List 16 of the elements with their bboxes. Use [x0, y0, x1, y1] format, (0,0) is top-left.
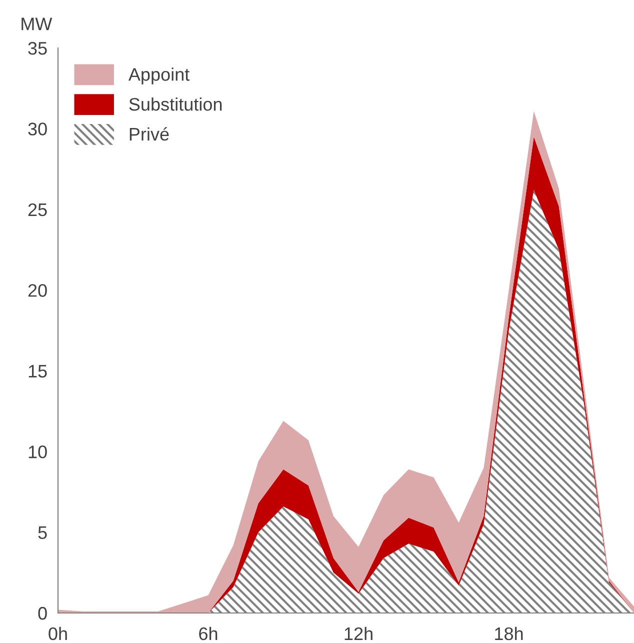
y-tick-label: 35 — [28, 42, 47, 55]
legend-label: Substitution — [129, 97, 222, 111]
y-tick-label: 25 — [28, 203, 47, 216]
x-tick-label: 0h — [48, 626, 67, 640]
y-tick-label: 15 — [28, 364, 47, 378]
y-tick-label: 5 — [38, 526, 47, 540]
y-tick-label: 30 — [28, 122, 47, 136]
y-tick-label: 20 — [28, 284, 47, 297]
x-tick-label: 18h — [495, 626, 523, 640]
x-tick-label: 6h — [199, 626, 218, 640]
legend-label: Appoint — [128, 68, 190, 84]
legend-label: Privé — [130, 127, 169, 141]
x-tick-label: 12h — [344, 626, 372, 640]
y-tick-label: 10 — [28, 446, 47, 458]
y-tick-label: 0 — [38, 606, 47, 620]
y-axis-title: MW — [22, 18, 52, 30]
